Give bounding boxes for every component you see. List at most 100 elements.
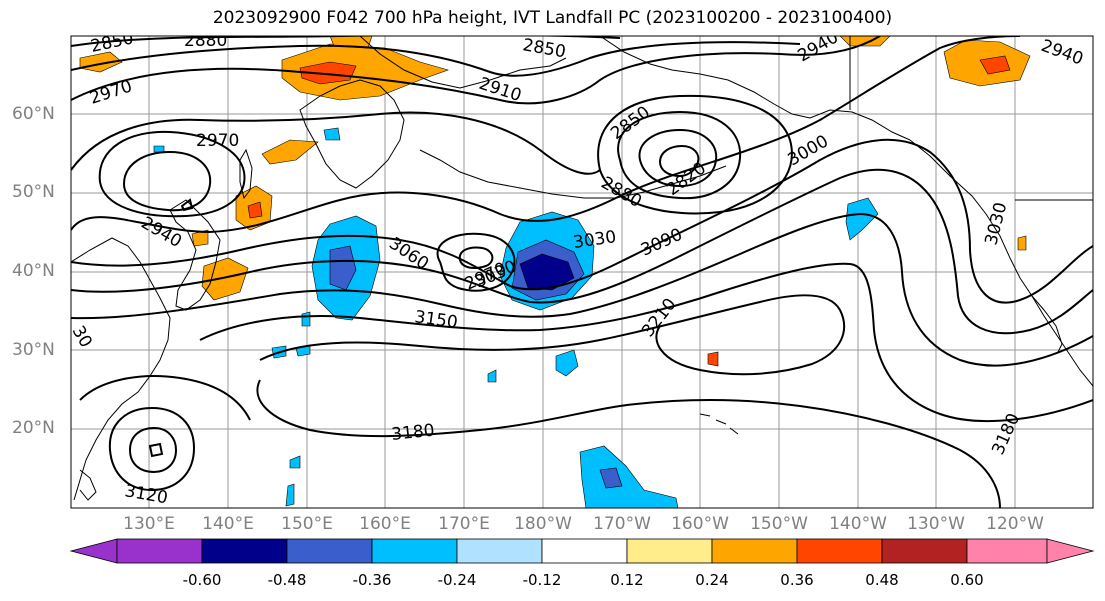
contour-label: 3180 bbox=[390, 421, 435, 445]
negative-ivt-region bbox=[329, 245, 357, 291]
siberia-coastline bbox=[359, 36, 567, 89]
colorbar-segment bbox=[69, 538, 118, 564]
lon-label: 160°W bbox=[671, 514, 729, 534]
lon-label: 140°W bbox=[829, 514, 887, 534]
ivt-shading bbox=[79, 36, 1031, 508]
negative-ivt-region bbox=[153, 145, 165, 153]
height-contour bbox=[71, 111, 601, 175]
height-contour bbox=[458, 246, 494, 269]
lon-label: 170°W bbox=[593, 514, 651, 534]
colorbar-segment bbox=[201, 538, 288, 564]
positive-ivt-region bbox=[1017, 235, 1027, 251]
contour-label: 2880 bbox=[598, 173, 645, 212]
colorbar-segment bbox=[286, 538, 373, 564]
lat-label: 40°N bbox=[12, 261, 55, 281]
lon-label: 130°W bbox=[907, 514, 965, 534]
colorbar-segment bbox=[881, 538, 968, 564]
height-contour bbox=[259, 294, 845, 376]
negative-ivt-region bbox=[289, 455, 301, 469]
contour-label: 3090 bbox=[638, 225, 686, 261]
positive-ivt-region bbox=[201, 257, 249, 301]
lon-label: 160°E bbox=[359, 514, 411, 534]
lat-label: 60°N bbox=[12, 104, 55, 124]
colorbar-segment bbox=[116, 538, 203, 564]
hawaii-islands bbox=[699, 413, 739, 435]
height-contour bbox=[71, 36, 1021, 234]
height-contour bbox=[199, 262, 1093, 422]
negative-ivt-region bbox=[579, 445, 679, 508]
colorbar-tick-label: 0.24 bbox=[695, 571, 729, 589]
contour-label: 2850 bbox=[89, 28, 135, 57]
contour-label: 2850 bbox=[521, 35, 567, 62]
lon-label: 130°E bbox=[123, 514, 175, 534]
negative-ivt-region bbox=[555, 349, 579, 377]
contour-label: 30 bbox=[68, 323, 96, 352]
height-contour bbox=[256, 379, 1001, 508]
colorbar-tick-label: -0.60 bbox=[182, 571, 222, 589]
height-contour bbox=[108, 406, 196, 492]
height-contour bbox=[71, 212, 1093, 367]
contour-label: 3000 bbox=[785, 131, 832, 170]
lon-label: 150°E bbox=[281, 514, 333, 534]
contour-label: 2940 bbox=[138, 213, 185, 252]
negative-ivt-region bbox=[285, 483, 295, 507]
negative-ivt-region bbox=[487, 369, 497, 383]
height-contour bbox=[122, 150, 212, 212]
kamchatka-coastline bbox=[299, 79, 405, 189]
map-title: 2023092900 F042 700 hPa height, IVT Land… bbox=[212, 8, 893, 28]
lat-label: 50°N bbox=[12, 182, 55, 202]
positive-ivt-region bbox=[299, 61, 357, 85]
height-contour bbox=[128, 426, 178, 474]
contour-label: 2850 bbox=[607, 102, 654, 144]
contour-label: 2970 bbox=[87, 76, 134, 108]
colorbar-tick-label: -0.12 bbox=[522, 571, 562, 589]
colorbar bbox=[69, 538, 1095, 564]
map-panel: 2850 2880 2850 2910 2940 2940 2970 2970 … bbox=[68, 27, 1093, 508]
colorbar-tick-label: -0.48 bbox=[267, 571, 307, 589]
colorbar-tick-label: 0.60 bbox=[950, 571, 984, 589]
height-contour bbox=[436, 232, 516, 292]
colorbar-segment bbox=[456, 538, 543, 564]
positive-ivt-region bbox=[247, 201, 263, 219]
height-contour bbox=[180, 198, 194, 212]
height-contour bbox=[148, 442, 164, 458]
contour-label: 3150 bbox=[413, 307, 459, 333]
map-frame bbox=[70, 35, 1094, 509]
height-contour bbox=[638, 128, 718, 188]
contour-label: 2880 bbox=[184, 31, 227, 51]
height-contour bbox=[597, 94, 793, 215]
negative-ivt-region bbox=[301, 311, 311, 327]
positive-ivt-region bbox=[979, 55, 1011, 75]
asia-coastline bbox=[71, 237, 171, 501]
height-contour bbox=[98, 130, 246, 218]
height-contours bbox=[71, 36, 1093, 508]
height-contour bbox=[617, 110, 742, 200]
contour-label: 3210 bbox=[638, 295, 680, 341]
lon-label: 120°W bbox=[986, 514, 1044, 534]
aleutian-islands bbox=[419, 149, 727, 199]
lon-label: 150°W bbox=[750, 514, 808, 534]
negative-ivt-region bbox=[845, 197, 879, 241]
baja-coastline bbox=[1031, 295, 1063, 353]
contour-label: 2940 bbox=[1038, 36, 1085, 70]
colorbar-segment bbox=[541, 538, 628, 564]
lat-label: 30°N bbox=[12, 340, 55, 360]
colorbar-tick-label: 0.48 bbox=[865, 571, 899, 589]
sakhalin-coastline bbox=[239, 148, 253, 200]
colorbar-tick-label: 0.36 bbox=[780, 571, 814, 589]
japan-coastline bbox=[169, 199, 221, 311]
contour-label: 2910 bbox=[476, 74, 523, 106]
colorbar-tick-label: -0.36 bbox=[352, 571, 392, 589]
lon-label: 180°W bbox=[514, 514, 572, 534]
contour-label: 2970 bbox=[196, 131, 239, 151]
colorbar-segment bbox=[966, 538, 1048, 564]
positive-ivt-region bbox=[261, 139, 319, 165]
contour-label: 2940 bbox=[795, 27, 842, 66]
positive-ivt-region bbox=[707, 351, 719, 367]
contour-label: 3120 bbox=[123, 481, 169, 508]
contour-label: 3030 bbox=[981, 200, 1011, 247]
height-contour bbox=[71, 36, 881, 105]
alaska-coastline bbox=[599, 36, 911, 141]
colorbar-tick-label: -0.24 bbox=[437, 571, 477, 589]
